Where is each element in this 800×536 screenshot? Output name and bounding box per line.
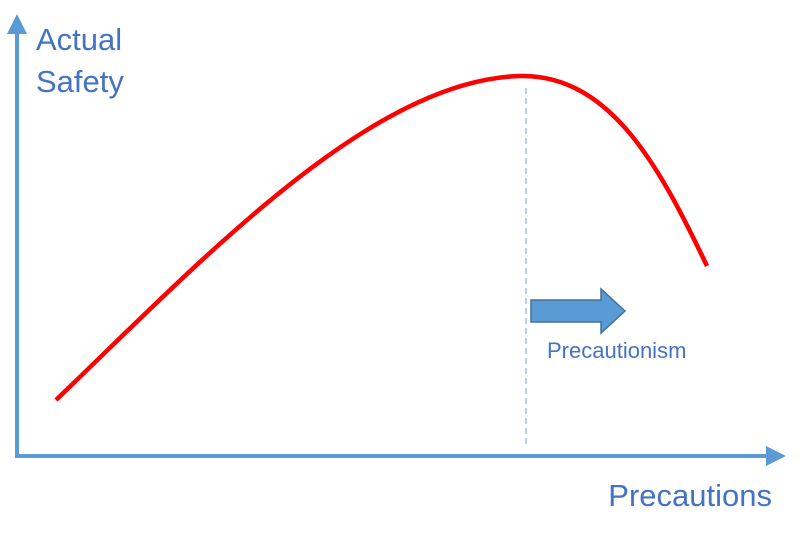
y-axis-label: Actual bbox=[36, 22, 122, 57]
safety-curve bbox=[54, 73, 710, 402]
x-axis-label: Precautions bbox=[608, 478, 772, 513]
annotation-label: Precautionism bbox=[547, 338, 686, 363]
direction-arrow bbox=[530, 287, 627, 335]
y-axis-label: Safety bbox=[36, 64, 124, 99]
